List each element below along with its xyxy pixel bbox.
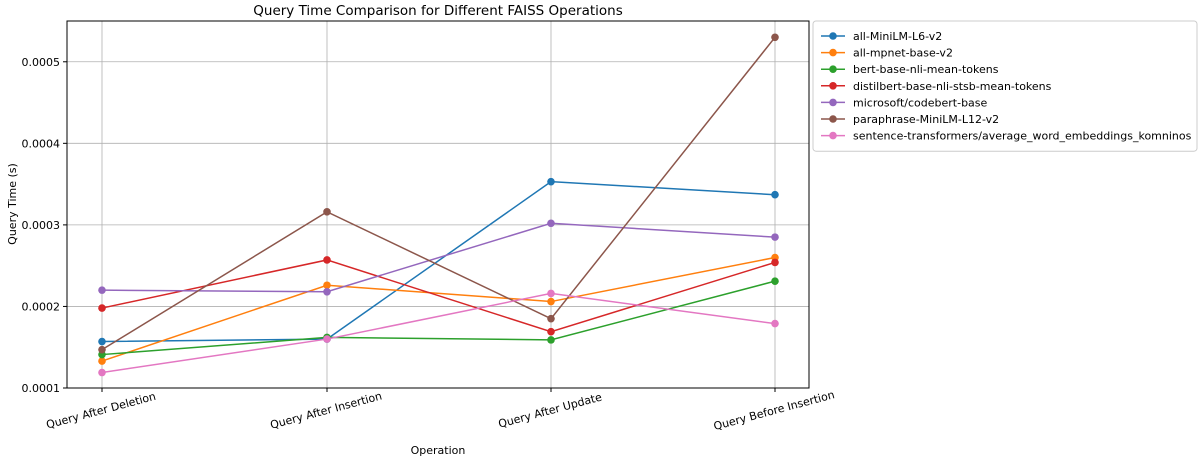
data-point	[547, 336, 555, 344]
data-point	[323, 256, 331, 264]
data-point	[547, 297, 555, 306]
x-tick-label: Query After Deletion	[45, 390, 158, 432]
legend-label: all-MiniLM-L6-v2	[853, 30, 942, 43]
data-point	[547, 327, 555, 336]
grid-lines	[67, 21, 809, 389]
series-line	[101, 36, 776, 351]
legend-marker	[829, 48, 837, 57]
series-3	[98, 256, 779, 336]
data-point	[98, 304, 106, 312]
series-6	[98, 289, 779, 377]
data-point	[771, 258, 779, 267]
y-axis-label: Query Time (s)	[6, 163, 19, 245]
x-tick-label: Query After Insertion	[269, 389, 384, 431]
legend-box	[812, 20, 1198, 152]
series-line	[101, 292, 776, 374]
series-4	[98, 219, 779, 296]
legend-marker	[829, 82, 837, 90]
data-point	[771, 277, 779, 285]
data-point	[547, 219, 555, 228]
legend-item: sentence-transformers/average_word_embed…	[821, 130, 1192, 143]
data-point	[98, 286, 106, 294]
legend-marker	[829, 65, 837, 73]
legend-label: bert-base-nli-mean-tokens	[853, 63, 999, 76]
data-point	[547, 314, 555, 323]
y-tick-label: 0.0002	[22, 300, 61, 313]
chart-title: Query Time Comparison for Different FAIS…	[253, 3, 622, 19]
legend-label: distilbert-base-nli-stsb-mean-tokens	[853, 80, 1052, 93]
series-5	[98, 33, 779, 354]
legend-label: microsoft/codebert-base	[853, 96, 988, 109]
data-point	[547, 177, 555, 186]
series-1	[98, 253, 779, 365]
series-line	[101, 180, 776, 343]
x-axis-label: Operation	[411, 444, 466, 457]
y-tick-label: 0.0003	[22, 219, 61, 232]
data-point	[98, 357, 106, 365]
data-point	[323, 281, 331, 290]
x-axis-ticks: Query After Deletion Query After Insertio…	[45, 388, 836, 433]
y-tick-label: 0.0004	[22, 137, 61, 150]
legend-marker	[829, 131, 837, 140]
legend-marker	[829, 115, 837, 123]
legend-item: bert-base-nli-mean-tokens	[821, 63, 999, 76]
legend-label: sentence-transformers/average_word_embed…	[853, 130, 1192, 143]
data-point	[323, 208, 331, 216]
data-point	[323, 335, 331, 343]
data-point	[98, 345, 106, 354]
x-tick-label: Query Before Insertion	[712, 388, 836, 433]
plot-frame	[66, 20, 810, 389]
series-line	[101, 256, 776, 362]
data-point	[771, 33, 779, 42]
legend-label: paraphrase-MiniLM-L12-v2	[853, 113, 999, 126]
series-0	[98, 177, 779, 346]
data-point	[98, 368, 106, 377]
series-line	[101, 280, 776, 356]
series-layer	[98, 33, 779, 377]
legend: all-MiniLM-L6-v2 all-mpnet-base-v2 bert-ba…	[812, 20, 1198, 152]
legend-marker	[829, 98, 837, 107]
x-tick-label: Query After Update	[497, 390, 604, 430]
y-axis-ticks: 0.0001 0.0002 0.0003 0.0004 0.0005	[22, 56, 67, 395]
data-point	[547, 289, 555, 298]
y-tick-label: 0.0005	[22, 56, 61, 69]
y-tick-label: 0.0001	[22, 382, 61, 395]
legend-marker	[829, 32, 837, 40]
data-point	[771, 319, 779, 328]
legend-item: paraphrase-MiniLM-L12-v2	[821, 113, 999, 126]
legend-item: all-mpnet-base-v2	[821, 47, 953, 60]
series-line	[101, 259, 776, 333]
legend-label: all-mpnet-base-v2	[853, 47, 953, 60]
legend-item: microsoft/codebert-base	[821, 96, 988, 109]
data-point	[771, 190, 779, 199]
data-point	[98, 337, 106, 346]
data-point	[771, 233, 779, 241]
series-line	[101, 222, 776, 293]
data-point	[323, 287, 331, 296]
legend-item: all-MiniLM-L6-v2	[821, 30, 942, 43]
legend-item: distilbert-base-nli-stsb-mean-tokens	[821, 80, 1052, 93]
